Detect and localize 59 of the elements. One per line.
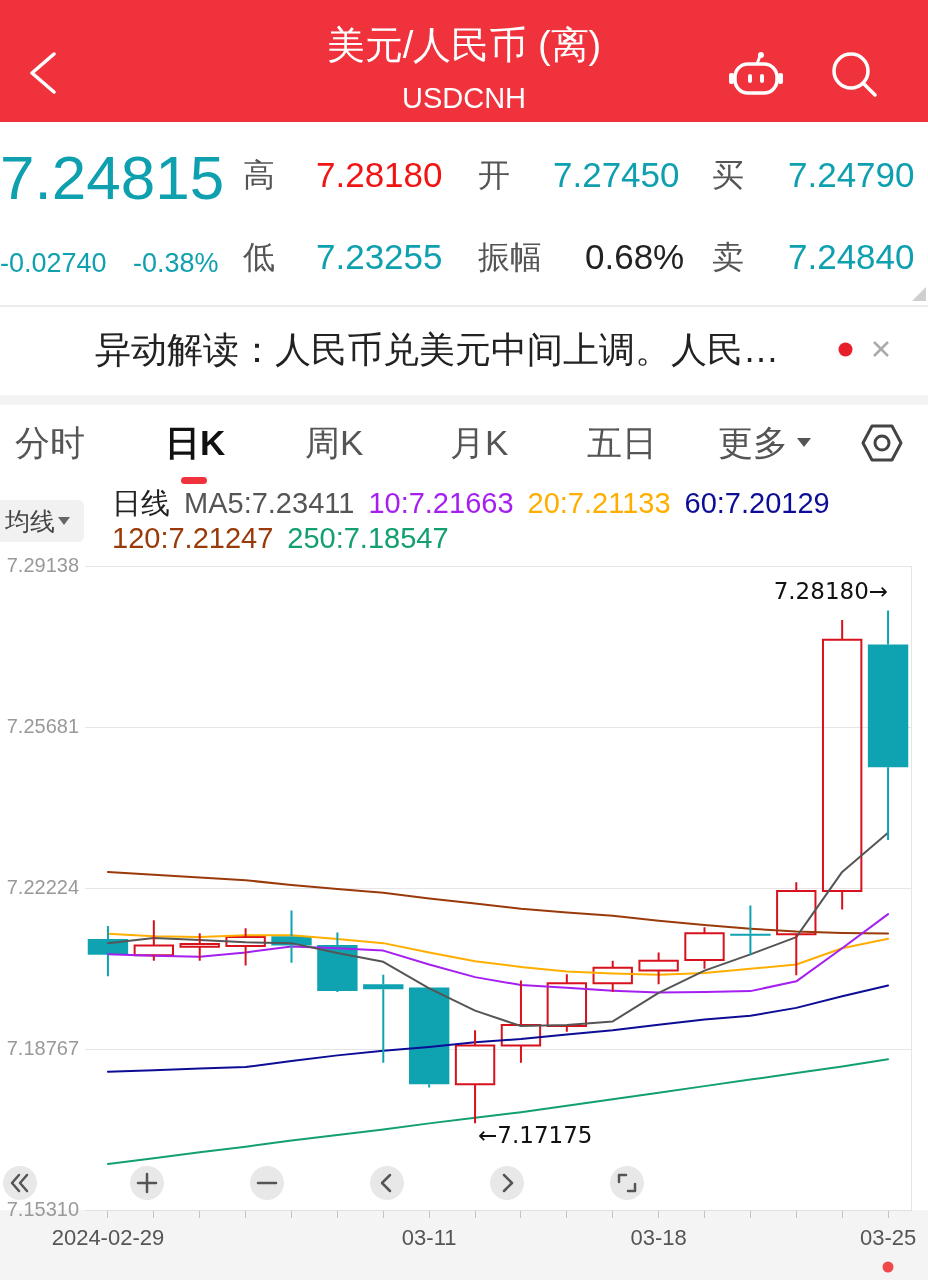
legend-title: 日线: [112, 486, 170, 521]
text: 更多: [718, 422, 788, 464]
text: 7.28180: [316, 154, 443, 196]
candlestick: [776, 881, 817, 977]
candlestick: [500, 979, 542, 1064]
candlestick: [592, 959, 633, 994]
text: 250:7.18547: [287, 521, 449, 556]
annotation: ←7.17175: [478, 1121, 593, 1148]
text: 7.24815: [0, 141, 225, 214]
annotation: 7.28180→: [773, 578, 889, 605]
text: 日K: [165, 422, 226, 464]
text: 振幅: [478, 237, 542, 277]
candlestick: [179, 932, 220, 962]
candlestick: [821, 618, 863, 911]
text: 高: [243, 155, 275, 195]
candlestick: [730, 904, 771, 957]
candlestick: [363, 973, 404, 1064]
text: 异动解读：人民币兑美元中间上调。人民…: [95, 328, 779, 372]
text: 7.27450: [553, 154, 680, 196]
candlestick: [684, 926, 725, 970]
text: 7.24790: [788, 154, 915, 196]
y-tick-label: 7.15310: [6, 1197, 79, 1220]
text: 60:7.20129: [684, 486, 830, 521]
y-tick-label: 7.18767: [6, 1036, 79, 1059]
text: 五日: [587, 422, 657, 464]
candlestick: [133, 919, 175, 962]
candlestick: [225, 927, 266, 967]
text: 7.24840: [788, 236, 915, 278]
text: 低: [243, 237, 275, 277]
text: 卖: [712, 237, 744, 277]
x-tick-label: 03-11: [401, 1225, 457, 1251]
y-tick-label: 7.25681: [6, 714, 79, 737]
text: 均线: [5, 506, 55, 536]
text: MA5:7.23411: [184, 486, 355, 521]
text: 20:7.21133: [527, 486, 671, 521]
x-tick-label: 2024-02-29: [51, 1225, 165, 1251]
text: 分时: [15, 422, 85, 464]
chart-subtitle: USDCNH: [400, 80, 528, 116]
text: 买: [712, 155, 744, 195]
candlestick: [408, 987, 450, 1089]
candlestick: [454, 1029, 496, 1125]
text: 月K: [450, 422, 509, 464]
text: 120:7.21247: [112, 521, 274, 556]
candlestick: [546, 973, 588, 1033]
text: -0.02740: [0, 246, 107, 280]
text: 0.68%: [585, 236, 685, 278]
text: -0.38%: [133, 246, 219, 280]
text: 7.23255: [316, 236, 443, 278]
candlestick: [317, 931, 358, 992]
text: 周K: [305, 422, 364, 464]
chart-title: 美元/人民币 (离): [325, 23, 603, 69]
text: 开: [478, 155, 510, 195]
x-tick-label: 03-25: [859, 1225, 917, 1251]
candlestick: [867, 609, 909, 841]
y-tick-label: 7.29138: [6, 553, 79, 576]
text: 10:7.21663: [368, 486, 514, 521]
y-tick-label: 7.22224: [6, 875, 79, 898]
x-tick-label: 03-18: [630, 1225, 687, 1251]
candlestick: [638, 951, 679, 986]
